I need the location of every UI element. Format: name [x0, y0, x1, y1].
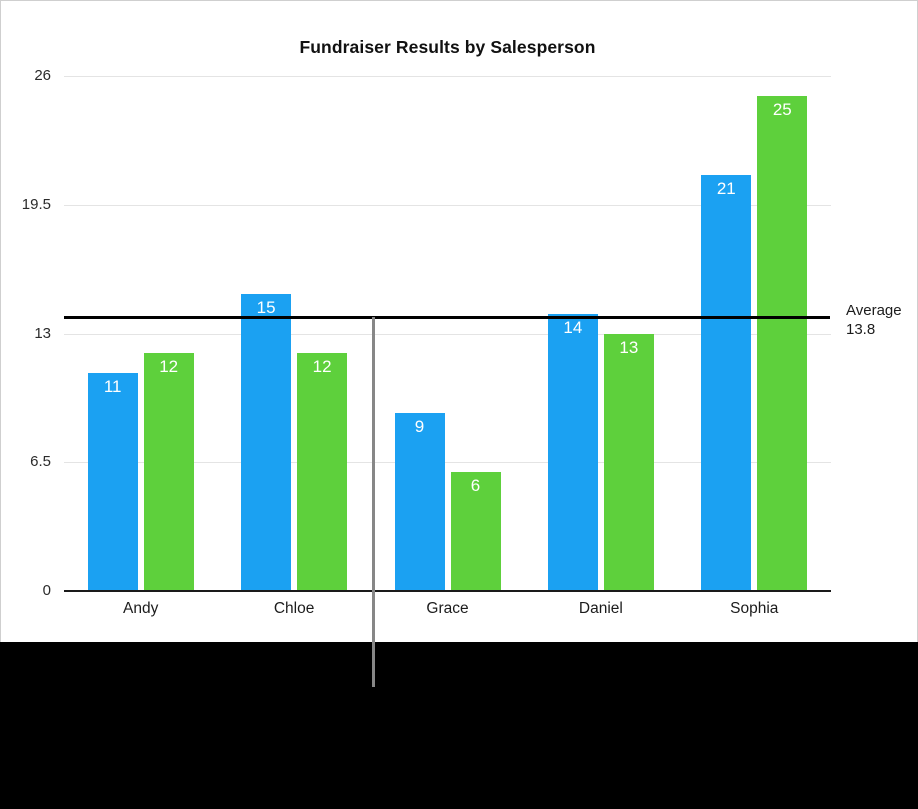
bar-value-label: 13 [619, 337, 639, 357]
x-category-label: Grace [426, 600, 469, 617]
average-value-text: 13.8 [846, 320, 876, 338]
bar-green-series-chloe: 12 [297, 353, 348, 591]
chart-panel: Fundraiser Results by Salesperson Averag… [0, 0, 918, 642]
y-tick-label: 0 [42, 582, 51, 599]
x-category-label: Sophia [730, 600, 779, 617]
average-line-label: Average 13.8 [846, 301, 902, 339]
x-category-label: Chloe [273, 600, 315, 617]
gridline [64, 462, 831, 464]
bar-value-label: 12 [312, 357, 332, 377]
bar-value-label: 11 [103, 377, 122, 397]
gridline [64, 333, 831, 335]
average-line [64, 316, 830, 320]
bar-blue-series-daniel: 14 [547, 313, 598, 591]
chart-title: Fundraiser Results by Salesperson [299, 37, 596, 57]
y-tick-label: 19.5 [21, 195, 51, 213]
bar-value-label: 6 [470, 476, 481, 496]
bar-value-label: 25 [772, 99, 792, 119]
bar-blue-series-andy: 11 [87, 373, 138, 591]
y-tick-label: 13 [34, 324, 51, 342]
y-tick-label: 26 [34, 67, 51, 84]
bar-green-series-andy: 12 [143, 353, 194, 591]
bar-value-label: 12 [159, 357, 179, 377]
bar-green-series-daniel: 13 [603, 333, 654, 591]
x-category-label: Andy [123, 600, 159, 617]
y-tick-label: 6.5 [30, 453, 51, 471]
bar-blue-series-chloe: 15 [241, 293, 292, 591]
bar-green-series-grace: 6 [450, 472, 501, 591]
bar-value-label: 21 [716, 179, 736, 199]
bar-blue-series-grace: 9 [394, 412, 445, 591]
callout-pointer-line [372, 317, 375, 687]
letterbox-strip [0, 642, 918, 809]
x-axis-line [64, 590, 831, 592]
x-category-label: Daniel [578, 600, 623, 617]
average-label-text: Average [846, 301, 902, 319]
bar-value-label: 15 [256, 297, 276, 317]
gridline [64, 204, 831, 206]
gridline [64, 76, 831, 77]
bar-blue-series-sophia: 21 [701, 175, 752, 591]
bar-value-label: 14 [563, 317, 583, 337]
bar-green-series-sophia: 25 [757, 95, 808, 591]
bar-value-label: 9 [414, 416, 425, 436]
